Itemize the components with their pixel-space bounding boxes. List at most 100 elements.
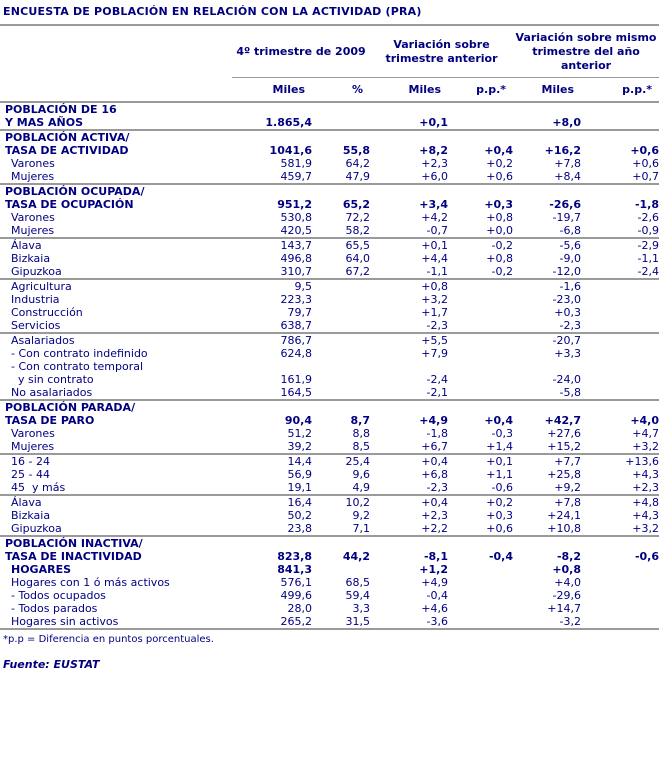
cell-value: -1,8 — [426, 427, 448, 440]
cell-value: +0,4 — [448, 399, 514, 427]
cell-value: +1,1 — [486, 468, 514, 481]
cell-value: 8,8 — [352, 427, 371, 440]
cell-value: -8,2 — [513, 535, 582, 563]
cell-value — [581, 589, 659, 602]
cell-value: -0,2 — [448, 237, 514, 252]
cell-value — [448, 386, 513, 400]
cell-value: 841,3 — [277, 563, 312, 576]
cell-value — [581, 386, 659, 400]
table-row: POBLACIÓN OCUPADA/TASA DE OCUPACIÓN 951,2… — [0, 183, 659, 211]
cell-value: 65,5 — [312, 237, 370, 252]
column-header-miles-var-year: Miles — [513, 77, 582, 103]
cell-value: +3,2 — [421, 293, 448, 306]
cell-value — [581, 278, 659, 293]
cell-value: -5,8 — [559, 386, 582, 399]
label-column-spacer — [0, 77, 232, 103]
cell-value: 90,4 — [232, 399, 312, 427]
cell-value: 4,9 — [352, 481, 371, 494]
cell-value: +5,5 — [370, 332, 448, 347]
row-label: Asalariados — [0, 332, 232, 347]
cell-value: 530,8 — [280, 211, 313, 224]
cell-value: 23,8 — [287, 522, 313, 535]
row-label: Álava — [0, 494, 232, 509]
cell-value: +0,8 — [552, 563, 582, 576]
cell-value — [581, 615, 659, 629]
cell-value: 67,2 — [345, 265, 371, 278]
cell-value — [312, 319, 370, 333]
row-label-line: POBLACIÓN INACTIVA/ — [5, 537, 143, 550]
cell-value: 638,7 — [280, 319, 313, 332]
row-label: No asalariados — [0, 386, 232, 400]
cell-value: +13,6 — [581, 453, 659, 468]
table-row: Servicios 638,7 -2,3 -2,3 — [0, 319, 659, 333]
row-label-line: Hogares sin activos — [11, 615, 119, 628]
cell-value: -1,1 — [426, 265, 448, 278]
row-label: Bizkaia — [0, 509, 232, 522]
row-label-line: Construcción — [11, 306, 83, 319]
row-label-line: POBLACIÓN OCUPADA/ — [5, 185, 145, 198]
cell-value: +4,8 — [581, 494, 659, 509]
cell-value: +6,8 — [421, 468, 448, 481]
cell-value: 10,2 — [312, 494, 370, 509]
cell-value: -3,6 — [426, 615, 448, 628]
table-row: POBLACIÓN ACTIVA/TASA DE ACTIVIDAD 1041,6… — [0, 129, 659, 157]
column-header-pct-q4: % — [312, 77, 370, 103]
cell-value — [448, 306, 513, 319]
row-label: - Con contrato temporal y sin contrato — [0, 360, 232, 386]
column-group-var-prev-year: Variación sobre mismo trimestre del año … — [513, 27, 659, 78]
row-label-line: Asalariados — [11, 334, 75, 347]
cell-value: +1,4 — [486, 440, 514, 453]
column-group-q4-2009: 4º trimestre de 2009 — [232, 27, 370, 78]
cell-value: +2,3 — [421, 509, 448, 522]
row-label-line: Gipuzkoa — [11, 265, 62, 278]
cell-value: +0,1 — [370, 237, 448, 252]
cell-value: +0,8 — [370, 278, 448, 293]
row-label-line: - Todos parados — [11, 602, 98, 615]
cell-value — [448, 360, 513, 386]
table-row: - Con contrato temporal y sin contrato 16… — [0, 360, 659, 386]
cell-value: +0,4 — [370, 494, 448, 509]
cell-value: -0,4 — [448, 535, 514, 563]
row-label-line: Gipuzkoa — [11, 522, 62, 535]
cell-value: 161,9 — [280, 373, 313, 386]
page-title: ENCUESTA DE POBLACIÓN EN RELACIÓN CON LA… — [0, 0, 659, 26]
cell-value: 581,9 — [280, 157, 313, 170]
cell-value: -1,8 — [581, 183, 659, 211]
row-label-line: Agricultura — [11, 280, 72, 293]
cell-value: 951,2 — [232, 183, 312, 211]
cell-value — [581, 293, 659, 306]
cell-value: +4,4 — [421, 252, 448, 265]
row-label-line: 45 y más — [11, 481, 66, 494]
cell-value — [448, 278, 514, 293]
cell-value: -0,6 — [581, 535, 659, 563]
cell-value: -2,9 — [581, 237, 659, 252]
cell-value — [581, 602, 659, 615]
cell-value: +4,2 — [421, 211, 448, 224]
cell-value: 576,1 — [280, 576, 313, 589]
row-label-line: Industria — [11, 293, 60, 306]
table-row: Asalariados 786,7 +5,5 -20,7 — [0, 332, 659, 347]
row-label: Construcción — [0, 306, 232, 319]
cell-value: +0,4 — [448, 129, 514, 157]
cell-value — [581, 347, 659, 360]
column-header-pp-var-quarter: p.p.* — [448, 77, 514, 103]
table-row: 16 - 24 14,4 25,4 +0,4 +0,1 +7,7 +13,6 — [0, 453, 659, 468]
row-label-line: - Todos ocupados — [11, 589, 106, 602]
cell-value: +15,2 — [547, 440, 582, 453]
cell-value: +1,2 — [419, 563, 448, 576]
row-label: POBLACIÓN OCUPADA/TASA DE OCUPACIÓN — [0, 183, 232, 211]
cell-value: +7,8 — [554, 157, 582, 170]
row-label: Bizkaia — [0, 252, 232, 265]
row-label: - Con contrato indefinido — [0, 347, 232, 360]
column-group-header-row: 4º trimestre de 2009 Variación sobre tri… — [0, 27, 659, 78]
cell-value: +4,9 — [421, 576, 448, 589]
table-row: Hogares con 1 ó más activos 576,1 68,5 +4,9… — [0, 576, 659, 589]
column-group-var-prev-quarter: Variación sobre trimestre anterior — [370, 27, 514, 78]
source-credit: Fuente: EUSTAT — [3, 658, 100, 671]
cell-value: -2,1 — [426, 386, 448, 399]
table-row: Bizkaia 50,2 9,2 +2,3 +0,3 +24,1 +4,3 — [0, 509, 659, 522]
row-label-line: Varones — [11, 157, 55, 170]
cell-value: -26,6 — [513, 183, 582, 211]
cell-value — [448, 332, 514, 347]
cell-value: 1041,6 — [232, 129, 312, 157]
